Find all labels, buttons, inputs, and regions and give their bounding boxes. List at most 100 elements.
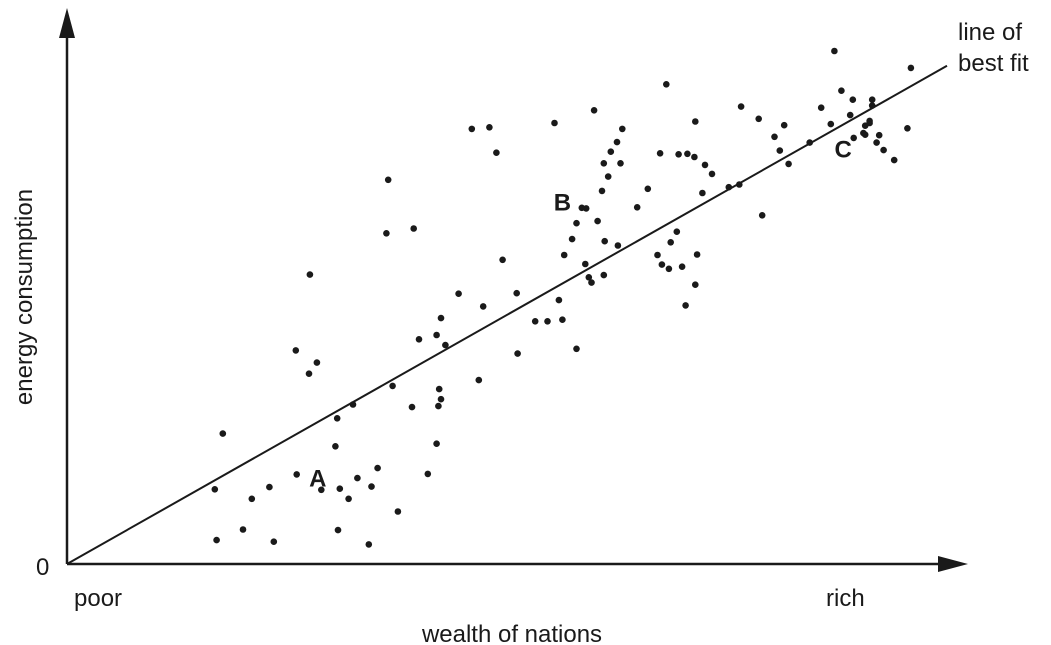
data-point-59 [619, 125, 626, 133]
data-point-19 [219, 430, 227, 437]
data-point-28 [305, 370, 313, 378]
data-point-23 [408, 403, 416, 411]
data-point-43 [555, 296, 563, 304]
data-point-45 [568, 235, 576, 243]
data-point-20 [333, 415, 341, 422]
data-point-61 [617, 160, 624, 167]
data-point-12 [345, 495, 352, 503]
data-point-77 [691, 153, 698, 161]
data-point-80 [699, 189, 706, 197]
data-point-51 [585, 274, 593, 281]
data-point-25 [437, 395, 445, 403]
data-point-84 [667, 239, 674, 246]
data-point-118 [890, 156, 898, 164]
data-point-86 [665, 265, 673, 273]
data-point-30 [415, 336, 423, 343]
data-point-16 [332, 443, 339, 450]
data-point-24 [435, 402, 442, 410]
x-axis-arrowhead [938, 556, 968, 572]
data-point-36 [514, 350, 521, 357]
line-of-best-fit [66, 64, 948, 565]
data-point-85 [673, 228, 681, 235]
data-point-76 [675, 151, 682, 158]
data-point-89 [654, 251, 661, 259]
data-point-35 [475, 376, 483, 384]
data-point-31 [433, 331, 440, 339]
data-point-46 [573, 219, 580, 227]
data-point-68 [590, 107, 598, 114]
data-point-32 [437, 314, 445, 322]
data-point-0 [213, 536, 220, 544]
data-point-99 [776, 147, 784, 154]
x-tick-rich: rich [826, 585, 865, 612]
data-point-37 [559, 316, 566, 324]
data-point-62 [633, 204, 641, 211]
data-point-115 [873, 139, 880, 146]
data-point-55 [598, 187, 606, 195]
data-point-9 [293, 471, 301, 478]
data-point-106 [838, 87, 845, 94]
data-point-69 [384, 176, 392, 184]
data-point-6 [211, 486, 219, 493]
data-point-48 [582, 205, 590, 212]
data-point-63 [614, 242, 622, 249]
data-point-57 [600, 160, 608, 167]
trendline-label-line1: line of [958, 19, 1022, 46]
data-point-78 [701, 161, 709, 169]
data-point-3 [334, 526, 342, 534]
data-point-70 [383, 230, 390, 237]
data-point-67 [551, 119, 558, 127]
data-point-108 [846, 111, 854, 119]
data-point-114 [861, 122, 869, 129]
data-point-92 [682, 302, 689, 309]
point-annotations: A B C [309, 137, 852, 493]
data-point-101 [780, 121, 788, 129]
data-point-105 [831, 47, 838, 55]
y-axis-label: energy consumption [11, 189, 38, 405]
data-point-60 [607, 148, 615, 155]
y-axis-arrowhead [59, 8, 75, 38]
data-point-56 [604, 173, 612, 180]
data-point-4 [365, 541, 373, 548]
data-point-71 [306, 271, 314, 278]
data-point-91 [692, 281, 699, 289]
data-point-94 [663, 81, 670, 88]
data-point-54 [594, 217, 601, 225]
data-point-52 [600, 271, 608, 279]
data-point-121 [866, 117, 873, 125]
data-point-38 [573, 345, 580, 353]
data-point-74 [644, 185, 652, 193]
data-point-117 [880, 146, 887, 154]
data-point-27 [292, 347, 300, 354]
data-point-26 [435, 385, 443, 393]
data-point-5 [394, 508, 402, 515]
data-point-34 [442, 341, 449, 349]
data-point-50 [588, 279, 595, 286]
data-point-11 [336, 485, 344, 493]
data-point-7 [248, 495, 256, 503]
data-point-64 [493, 149, 500, 156]
data-point-39 [499, 256, 506, 264]
data-point-100 [785, 160, 792, 168]
data-point-17 [424, 470, 432, 478]
data-point-33 [455, 290, 462, 298]
data-point-95 [737, 103, 745, 110]
data-point-120 [907, 64, 915, 72]
data-point-98 [771, 133, 778, 141]
data-point-41 [531, 318, 539, 325]
data-point-103 [817, 104, 825, 111]
data-point-18 [433, 440, 440, 448]
data-point-42 [544, 318, 551, 325]
data-point-96 [755, 115, 762, 123]
data-point-72 [410, 225, 418, 232]
annotation-b: B [554, 190, 571, 217]
data-point-90 [658, 261, 666, 268]
data-point-97 [758, 212, 766, 219]
data-point-1 [239, 526, 247, 533]
data-point-73 [479, 303, 487, 310]
data-point-8 [266, 483, 273, 491]
annotation-a: A [309, 466, 326, 493]
data-point-65 [468, 125, 476, 133]
data-points [211, 47, 915, 548]
